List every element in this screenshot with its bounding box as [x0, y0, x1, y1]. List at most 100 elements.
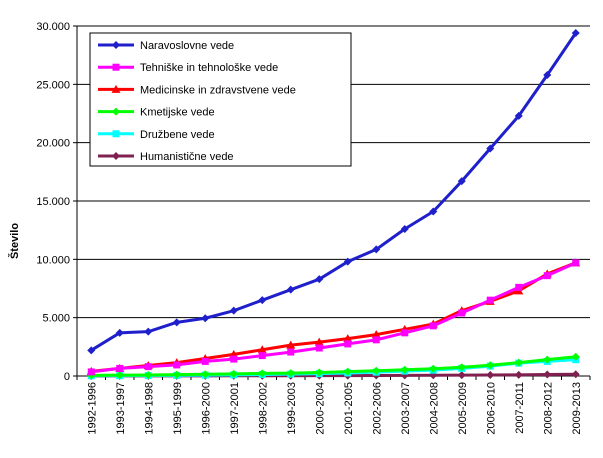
data-point — [400, 225, 409, 233]
data-point — [315, 344, 323, 352]
data-point — [173, 361, 181, 369]
data-point — [401, 329, 409, 337]
data-point — [543, 370, 552, 379]
legend-item: Humanistične vede — [98, 151, 234, 163]
data-point — [457, 363, 466, 372]
data-point — [115, 371, 124, 380]
x-tick-label: 1998-2002 — [257, 382, 269, 435]
y-tick-label: 30.000 — [36, 21, 70, 33]
data-point — [571, 352, 580, 361]
series-2 — [87, 259, 580, 376]
data-point — [486, 296, 494, 304]
data-point — [314, 337, 324, 346]
data-point — [258, 352, 266, 360]
data-point — [400, 365, 409, 374]
x-tick-label: 2009-2013 — [571, 382, 583, 435]
data-point — [372, 336, 380, 344]
x-tick-label: 1996-2000 — [200, 382, 212, 435]
legend-item: Tehniške in tehnološke vede — [98, 62, 278, 74]
x-tick-label: 2004-2008 — [428, 382, 440, 435]
legend-swatch-marker — [112, 130, 120, 138]
legend-label: Naravoslovne vede — [140, 40, 234, 52]
series-1 — [87, 29, 580, 355]
data-point — [457, 371, 466, 380]
y-axis-label: Število — [8, 223, 21, 259]
legend-label: Humanistične vede — [140, 151, 234, 163]
legend-label: Tehniške in tehnološke vede — [140, 62, 278, 74]
y-tick-label: 5.000 — [42, 313, 70, 325]
x-tick-label: 2007-2011 — [514, 382, 526, 434]
data-point — [514, 358, 523, 367]
data-point — [372, 366, 381, 375]
x-tick-label: 2000-2004 — [314, 382, 326, 435]
data-point — [315, 368, 324, 377]
data-point — [543, 71, 552, 79]
data-point — [371, 330, 381, 339]
data-point — [543, 355, 552, 364]
data-point — [543, 272, 551, 280]
data-point — [486, 144, 495, 153]
y-tick-label: 15.000 — [36, 196, 70, 208]
x-tick-label: 2008-2012 — [542, 382, 554, 435]
data-point — [571, 370, 580, 379]
data-point — [315, 275, 324, 284]
data-point — [343, 257, 352, 266]
legend-box — [89, 32, 352, 167]
legend-label: Družbene vede — [140, 129, 215, 141]
x-tick-label: 2002-2006 — [371, 382, 383, 435]
data-point — [201, 370, 210, 379]
series-line — [91, 261, 577, 373]
data-point — [486, 371, 495, 380]
data-point — [429, 322, 437, 330]
data-point — [286, 340, 296, 349]
data-point — [258, 296, 267, 305]
data-point — [258, 369, 267, 378]
legend-swatch-marker — [112, 63, 120, 71]
data-point — [116, 364, 124, 372]
data-point — [287, 348, 295, 356]
y-tick-label: 10.000 — [36, 254, 70, 266]
data-point — [515, 283, 523, 291]
x-tick-label: 1995-1999 — [172, 382, 184, 435]
series-3 — [86, 258, 581, 375]
legend: Naravoslovne vede Tehniške in tehnološke … — [89, 32, 352, 167]
data-point — [571, 29, 580, 37]
legend-item: Kmetijske vede — [98, 107, 215, 119]
x-tick-label: 1997-2001 — [229, 382, 241, 435]
data-point — [229, 306, 238, 315]
data-point — [230, 355, 238, 363]
data-point — [344, 340, 352, 348]
data-point — [257, 345, 267, 354]
data-point — [343, 367, 352, 376]
data-point — [286, 369, 295, 378]
data-point — [201, 314, 210, 323]
data-point — [115, 328, 124, 337]
data-point — [144, 370, 153, 379]
data-point — [201, 357, 209, 365]
data-point — [286, 285, 295, 294]
x-tick-label: 2003-2007 — [400, 382, 412, 435]
x-tick-label: 2006-2010 — [485, 382, 497, 435]
data-point — [429, 364, 438, 373]
legend-label: Kmetijske vede — [140, 107, 215, 119]
legend-swatch-marker — [112, 107, 120, 116]
legend-swatch-marker — [112, 41, 120, 49]
data-point — [87, 346, 96, 355]
data-point — [343, 334, 353, 343]
data-point — [458, 309, 466, 317]
legend-swatch-marker — [112, 152, 120, 160]
data-point — [87, 368, 95, 376]
data-point — [172, 318, 181, 327]
x-tick-label: 2005-2009 — [457, 382, 469, 435]
data-point — [144, 363, 152, 371]
series-line — [91, 261, 577, 374]
data-point — [229, 369, 238, 378]
x-tick-label: 2001-2005 — [343, 382, 355, 435]
data-point — [172, 370, 181, 379]
legend-label: Medicinske in zdravstvene vede — [140, 84, 296, 96]
series-group — [86, 29, 581, 380]
x-tick-label: 1999-2003 — [286, 382, 298, 435]
x-tick-label: 1994-1998 — [143, 382, 155, 435]
y-tick-label: 25.000 — [36, 79, 70, 91]
